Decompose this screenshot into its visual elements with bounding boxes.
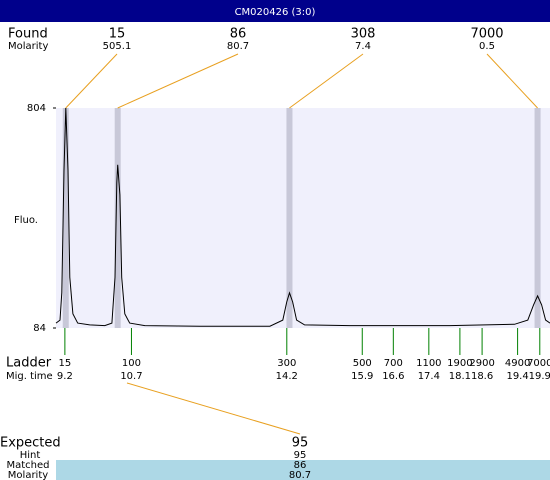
found-size: 308 bbox=[351, 27, 376, 42]
trace bbox=[55, 107, 550, 327]
plot-area bbox=[56, 108, 550, 328]
peak-connector bbox=[117, 53, 239, 109]
found-size: 7000 bbox=[470, 27, 503, 42]
ladder-size: 300 bbox=[277, 358, 296, 369]
found-label: Found bbox=[8, 27, 48, 42]
ladder-size: 100 bbox=[122, 358, 141, 369]
peak-connector bbox=[65, 53, 118, 109]
ladder-time: 14.2 bbox=[276, 371, 298, 382]
peak-connector bbox=[289, 53, 364, 109]
expected-molarity-value: 80.7 bbox=[289, 470, 311, 480]
ladder-size: 7000 bbox=[527, 358, 550, 369]
found-molarity: 80.7 bbox=[227, 41, 249, 52]
peak-band bbox=[62, 108, 69, 328]
expected-label: Expected bbox=[0, 436, 61, 451]
found-size: 86 bbox=[230, 27, 247, 42]
ladder-time: 15.9 bbox=[351, 371, 373, 382]
peak-connector bbox=[486, 53, 538, 109]
ladder-size: 700 bbox=[384, 358, 403, 369]
molarity-label: Molarity bbox=[8, 41, 48, 52]
ladder-size: 1900 bbox=[447, 358, 472, 369]
title-bar bbox=[0, 0, 550, 22]
ladder-size: 2900 bbox=[469, 358, 494, 369]
ladder-size: 1100 bbox=[416, 358, 441, 369]
peak-band bbox=[114, 108, 121, 328]
peak-band bbox=[534, 108, 541, 328]
found-molarity: 0.5 bbox=[479, 41, 495, 52]
ladder-size: 15 bbox=[59, 358, 72, 369]
y-label: Fluo. bbox=[14, 215, 38, 226]
ladder-time: 18.6 bbox=[471, 371, 493, 382]
expected-value: 95 bbox=[292, 436, 309, 451]
match-connector bbox=[126, 382, 301, 435]
mig-time-label: Mig. time bbox=[6, 371, 53, 382]
ladder-time: 9.2 bbox=[57, 371, 73, 382]
ladder-time: 16.6 bbox=[382, 371, 404, 382]
y-tick-label: 804 bbox=[27, 103, 46, 114]
found-molarity: 505.1 bbox=[103, 41, 132, 52]
ladder-size: 4900 bbox=[505, 358, 530, 369]
expected-molarity-label: Molarity bbox=[8, 470, 48, 480]
ladder-time: 19.4 bbox=[506, 371, 528, 382]
found-size: 15 bbox=[109, 27, 126, 42]
y-tick-label: 84 bbox=[33, 323, 46, 334]
title: CM020426 (3:0) bbox=[235, 7, 316, 18]
found-molarity: 7.4 bbox=[355, 41, 371, 52]
ladder-label: Ladder bbox=[6, 356, 52, 371]
hint-value: 95 bbox=[294, 450, 307, 461]
ladder-time: 10.7 bbox=[120, 371, 142, 382]
matched-band bbox=[56, 460, 550, 480]
matched-label: Matched bbox=[6, 460, 49, 471]
peak-band bbox=[286, 108, 293, 328]
ladder-time: 17.4 bbox=[418, 371, 440, 382]
hint-label: Hint bbox=[20, 450, 41, 461]
matched-value: 86 bbox=[294, 460, 307, 471]
ladder-size: 500 bbox=[353, 358, 372, 369]
ladder-time: 19.9 bbox=[529, 371, 550, 382]
ladder-time: 18.1 bbox=[449, 371, 471, 382]
